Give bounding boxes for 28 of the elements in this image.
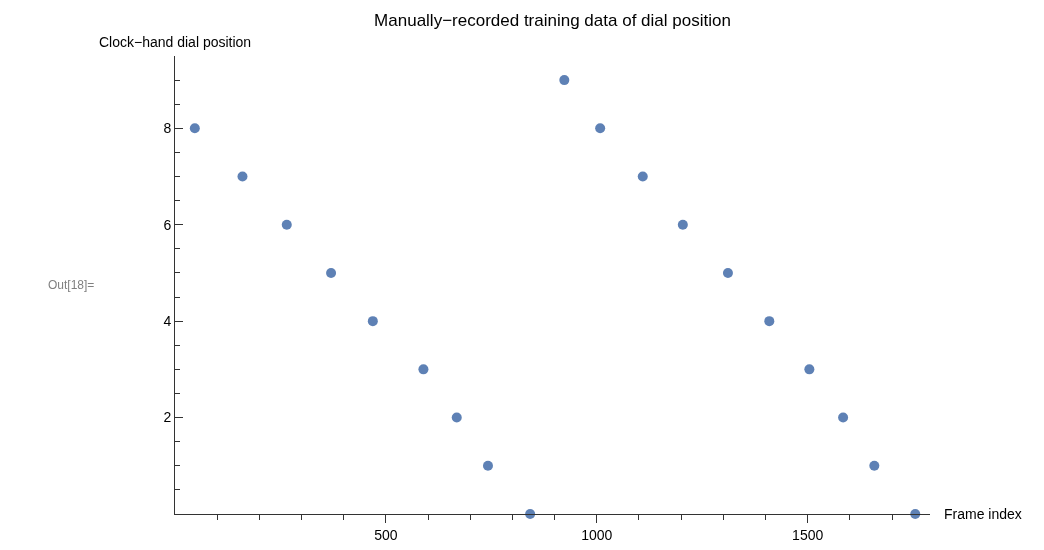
y-tick-label: 2 [163,409,172,426]
y-tick-label: 4 [163,313,172,330]
x-tick-label: 1500 [792,526,824,543]
point [326,267,337,278]
point [595,123,606,134]
point [418,364,429,375]
y-tick-label: 6 [163,216,172,233]
point [869,460,880,471]
point [764,316,775,327]
point [451,412,462,423]
x-tick-label: 500 [374,526,398,543]
point [281,219,292,230]
y-tick-label: 8 [163,120,172,137]
x-tick-label: 1000 [581,526,613,543]
point [722,267,733,278]
y-axis-title: Clock−hand dial position [99,34,252,50]
point [559,75,570,86]
x-axis-title: Frame index [944,506,1022,522]
point [838,412,849,423]
point [237,171,248,182]
chart-title: Manually−recorded training data of dial position [374,10,731,30]
point [189,123,200,134]
point [804,364,815,375]
point [367,316,378,327]
point [637,171,648,182]
point [677,219,688,230]
text: Out[18]= [48,278,95,292]
point [482,460,493,471]
